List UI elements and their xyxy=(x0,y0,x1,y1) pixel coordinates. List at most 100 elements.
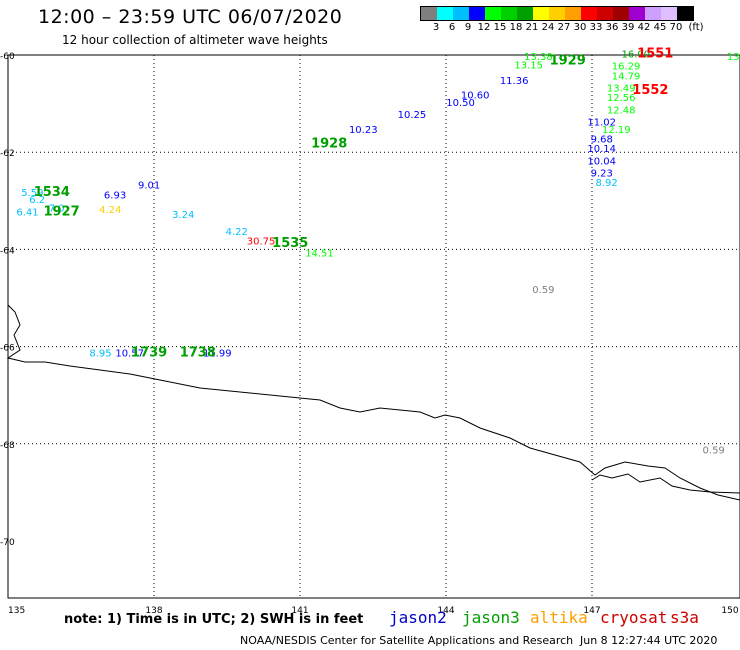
swh-value: 13.38 xyxy=(524,52,553,63)
swh-value: 9.68 xyxy=(591,134,613,145)
swh-value: 4.22 xyxy=(226,227,248,238)
color-swatch xyxy=(645,7,661,20)
color-scale-tick: 21 xyxy=(525,22,539,33)
swh-value: 8.95 xyxy=(89,348,111,359)
satellite-s3a: s3a xyxy=(670,608,699,627)
swh-value: 10.23 xyxy=(349,125,378,136)
swh-value: 14.51 xyxy=(305,249,334,260)
page-subtitle: 12 hour collection of altimeter wave hei… xyxy=(62,33,328,47)
color-swatch xyxy=(677,7,693,20)
lat-label: -66 xyxy=(0,344,15,354)
coastline-inset xyxy=(591,473,740,494)
swh-value: 4.24 xyxy=(99,205,121,216)
pass-time-label: 1535 xyxy=(272,236,308,251)
swh-value: 11.36 xyxy=(500,76,529,87)
color-swatch xyxy=(485,7,501,20)
swh-value: 11.99 xyxy=(203,348,232,359)
generated-timestamp: Jun 8 12:27:44 UTC 2020 xyxy=(580,634,718,647)
color-swatch xyxy=(501,7,517,20)
color-swatch xyxy=(597,7,613,20)
lon-label: 141 xyxy=(291,606,308,616)
swh-value: 5.59 xyxy=(21,188,43,199)
pass-time-label: 1927 xyxy=(43,204,79,219)
swh-value: 13.15 xyxy=(514,61,543,72)
swh-value: 30.75 xyxy=(247,237,276,248)
swh-value: 12.48 xyxy=(607,105,636,116)
swh-value: 11.02 xyxy=(587,117,616,128)
swh-value: 0.59 xyxy=(703,446,725,457)
swh-value: 8.92 xyxy=(595,178,617,189)
color-scale-tick: 3 xyxy=(432,22,440,33)
color-swatch xyxy=(549,7,565,20)
color-swatch xyxy=(533,7,549,20)
credit-text: NOAA/NESDIS Center for Satellite Applica… xyxy=(240,634,574,647)
color-scale: 3 6 9 12 15 18 21 24 27 30 33 36 39 42 45 70 (ft) xyxy=(420,6,704,35)
color-swatch xyxy=(469,7,485,20)
color-scale-tick: 36 xyxy=(605,22,619,33)
pass-time-label: 1928 xyxy=(311,136,347,151)
swh-value: 14.79 xyxy=(612,71,641,82)
satellite-altika: altika xyxy=(530,608,588,627)
color-scale-tick: 9 xyxy=(464,22,472,33)
swh-value: 6.93 xyxy=(104,190,126,201)
color-swatch xyxy=(437,7,453,20)
swh-value: 3.24 xyxy=(172,210,194,221)
color-scale-tick: 39 xyxy=(621,22,635,33)
latitude-labels: -60 -62 -64 -66 -68 -70 xyxy=(0,52,15,548)
lon-label: 147 xyxy=(583,606,600,616)
footer-note: note: 1) Time is in UTC; 2) SWH is in fe… xyxy=(64,612,364,627)
swh-value: 6.2 xyxy=(29,195,45,206)
swh-value: 12.19 xyxy=(602,125,631,136)
swh-value: 13.2 xyxy=(727,52,740,63)
color-scale-tick: 45 xyxy=(653,22,667,33)
color-swatch xyxy=(453,7,469,20)
lat-label: -60 xyxy=(0,52,15,62)
color-scale-bar xyxy=(420,6,694,21)
swh-value: 13.49 xyxy=(607,83,636,94)
swh-value: 10.04 xyxy=(587,156,616,167)
satellite-jason2: jason2 xyxy=(389,608,447,627)
color-swatch xyxy=(581,7,597,20)
color-scale-ticks: 3 6 9 12 15 18 21 24 27 30 33 36 39 42 45 70 (ft) xyxy=(420,21,704,35)
pass-time-label: 1552 xyxy=(632,83,668,98)
color-scale-tick: 70 xyxy=(669,22,683,33)
color-scale-tick: 12 xyxy=(477,22,491,33)
pass-time-label: 1929 xyxy=(550,54,586,69)
color-swatch xyxy=(629,7,645,20)
lat-label: -62 xyxy=(0,149,15,159)
color-scale-tick: 18 xyxy=(509,22,523,33)
swh-value: 16.00 xyxy=(621,49,650,60)
map-grid xyxy=(8,55,740,598)
lon-label: 150 xyxy=(721,606,738,616)
longitude-labels: 135 138 141 144 147 150 xyxy=(8,606,739,616)
color-scale-unit: (ft) xyxy=(688,22,704,33)
swh-value: 12.56 xyxy=(607,93,636,104)
lat-label: -68 xyxy=(0,441,15,451)
coastline xyxy=(6,304,740,501)
lon-label: 135 xyxy=(8,606,25,616)
map-frame xyxy=(7,54,740,599)
swh-value: 10.57 xyxy=(115,348,144,359)
swh-value: 9.23 xyxy=(591,169,613,180)
color-scale-tick: 15 xyxy=(493,22,507,33)
satellite-cryosat: cryosat xyxy=(600,608,668,627)
wave-height-labels: 5.596.26.41 7.0 4.22 3.24 8.92 8.95 4.24 6.93 9.… xyxy=(16,49,740,456)
color-scale-tick: 30 xyxy=(573,22,587,33)
color-scale-tick: 27 xyxy=(557,22,571,33)
swh-value: 10.14 xyxy=(587,144,616,155)
color-scale-tick: 42 xyxy=(637,22,651,33)
color-swatch xyxy=(421,7,437,20)
pass-time-label: 1534 xyxy=(34,185,70,200)
lon-label: 144 xyxy=(437,606,454,616)
color-swatch xyxy=(565,7,581,20)
pass-time-label: 1551 xyxy=(637,46,673,61)
color-swatch xyxy=(613,7,629,20)
color-swatch xyxy=(661,7,677,20)
color-scale-tick: 24 xyxy=(541,22,555,33)
swh-value: 10.60 xyxy=(461,91,490,102)
swh-value: 16.29 xyxy=(612,62,641,73)
color-swatch xyxy=(517,7,533,20)
lat-label: -70 xyxy=(0,538,15,548)
swh-value: 9.01 xyxy=(138,181,160,192)
